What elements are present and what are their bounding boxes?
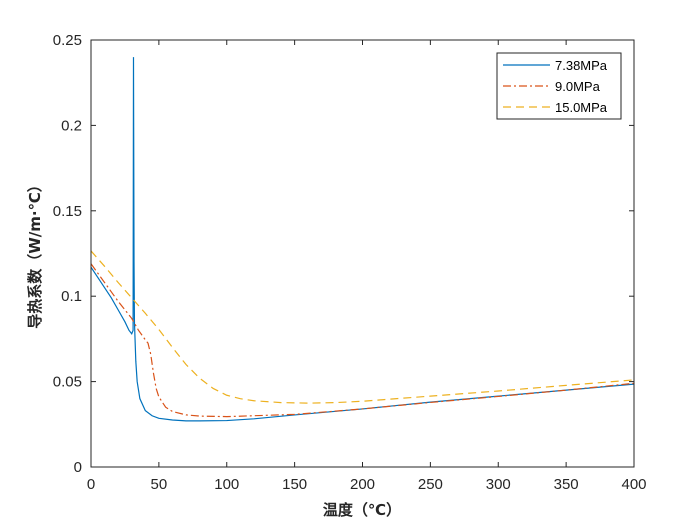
y-axis-label: 导热系数（W/m·℃） [26, 177, 44, 329]
y-axis: 0 0.05 0.1 0.15 0.2 0.25 [53, 32, 634, 476]
y-tick-label: 0.2 [61, 117, 82, 134]
y-tick-label: 0.25 [53, 32, 82, 49]
y-tick-label: 0.05 [53, 374, 82, 391]
y-tick-label: 0.15 [53, 203, 82, 220]
legend-label-1: 9.0MPa [555, 79, 601, 94]
x-tick-label: 400 [621, 476, 646, 493]
x-tick-label: 150 [282, 476, 307, 493]
x-tick-label: 50 [151, 476, 168, 493]
legend-label-2: 15.0MPa [555, 100, 608, 115]
legend-label-0: 7.38MPa [555, 58, 608, 73]
y-tick-label: 0.1 [61, 288, 82, 305]
series-line-1 [90, 263, 635, 418]
series-line-0 [90, 57, 635, 422]
x-tick-label: 350 [554, 476, 579, 493]
series-line-2 [90, 250, 635, 404]
x-axis: 0 50 100 150 200 250 300 350 400 [87, 40, 647, 493]
series-layer [90, 57, 635, 422]
x-tick-label: 300 [486, 476, 511, 493]
y-tick-label: 0 [74, 459, 82, 476]
x-tick-label: 200 [350, 476, 375, 493]
legend-box [496, 52, 622, 120]
legend: 7.38MPa 9.0MPa 15.0MPa [496, 52, 622, 120]
x-tick-label: 100 [214, 476, 239, 493]
x-tick-label: 0 [87, 476, 95, 493]
x-tick-label: 250 [418, 476, 443, 493]
x-axis-label: 温度（℃） [323, 501, 401, 519]
